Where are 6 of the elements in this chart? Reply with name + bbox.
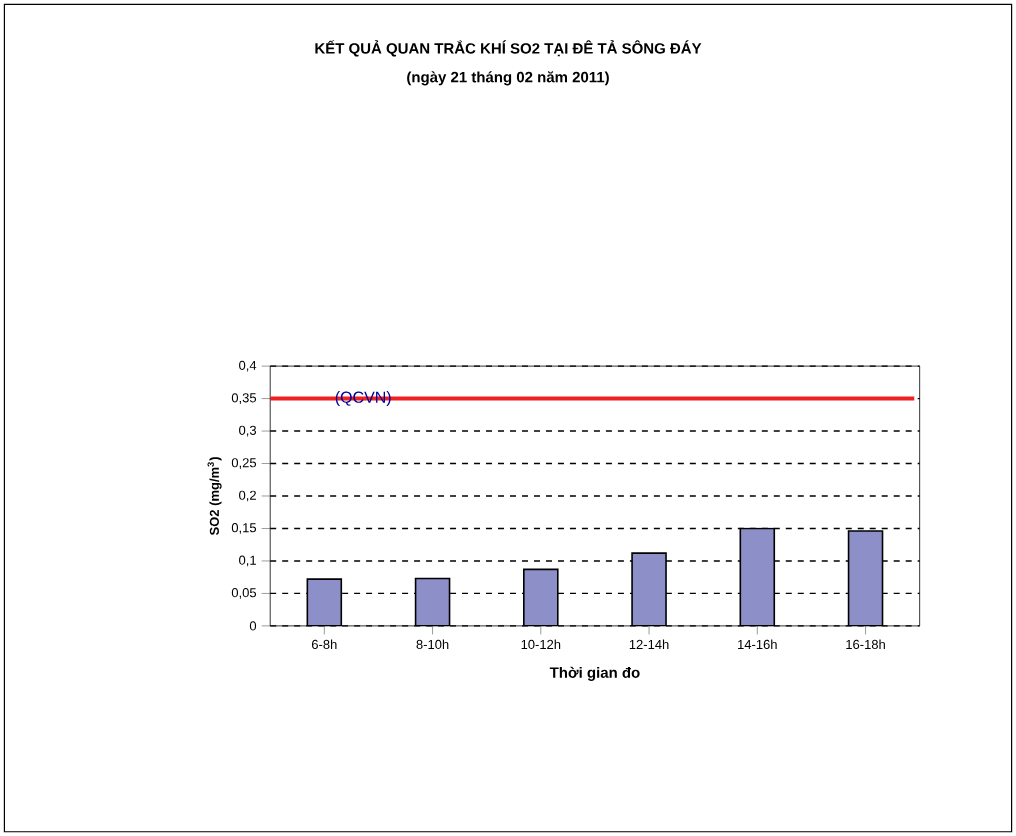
bar (739, 527, 776, 626)
bar (523, 568, 559, 626)
bar (414, 577, 451, 626)
bar (306, 578, 343, 626)
bar (631, 552, 667, 626)
bar (847, 530, 884, 626)
